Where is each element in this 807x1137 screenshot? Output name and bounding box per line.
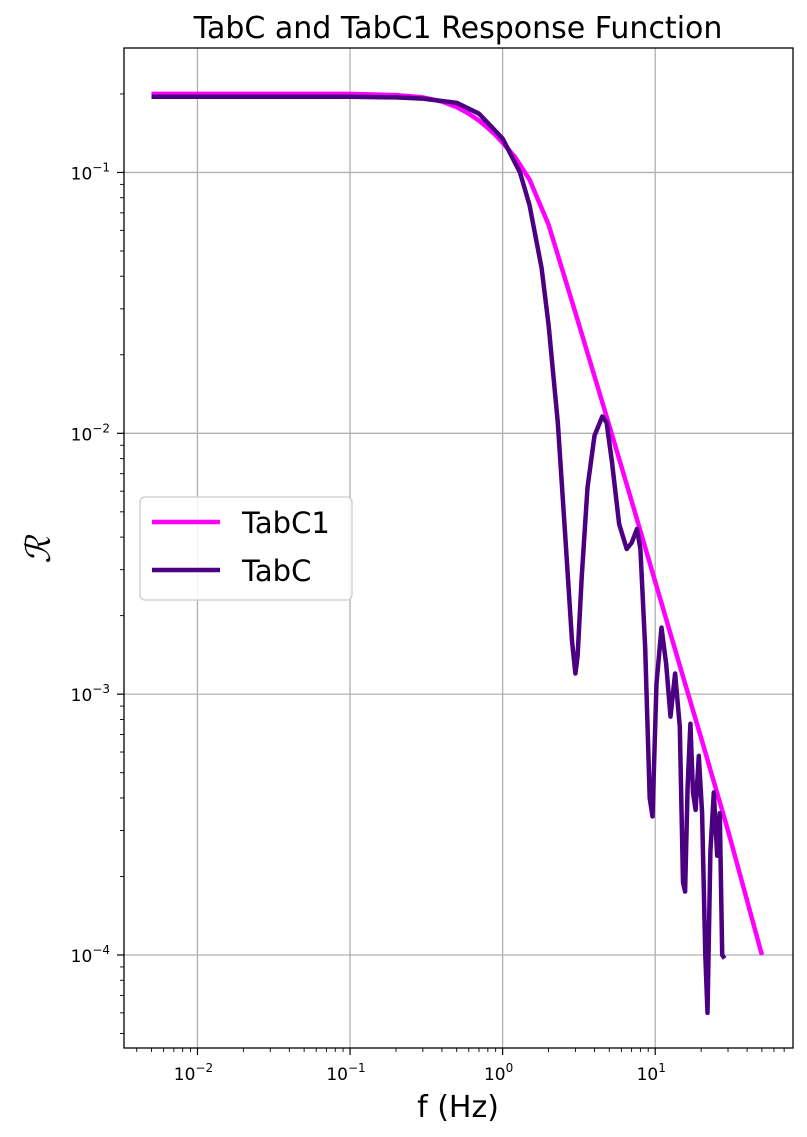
plot-frame [123, 47, 794, 1049]
x-axis-label: f (Hz) [417, 1090, 499, 1125]
legend-label-tabc: TabC [241, 554, 311, 588]
series-lines [151, 91, 765, 1016]
legend-label-tabc1: TabC1 [241, 506, 330, 540]
x-tick-label: 10−1 [326, 1061, 365, 1085]
tick-labels: 10−2 10−1 100 101 10−1 10−2 10−3 10−4 [71, 160, 666, 1085]
y-axis-label: ℛ [19, 534, 59, 564]
y-tick-label: 10−1 [71, 160, 110, 184]
minor-ticks [120, 93, 785, 1052]
series-line-tabc [151, 94, 727, 1016]
grid [124, 48, 793, 1048]
x-tick-label: 100 [484, 1061, 513, 1085]
series-line-tabc1 [151, 91, 765, 956]
x-tick-label: 101 [637, 1061, 666, 1085]
y-tick-label: 10−4 [71, 943, 110, 967]
major-ticks [117, 171, 656, 1055]
y-tick-label: 10−3 [71, 682, 110, 706]
x-tick-label: 10−2 [174, 1061, 213, 1085]
chart-title: TabC and TabC1 Response Function [193, 11, 723, 46]
legend: TabC1 TabC [139, 496, 353, 601]
y-tick-label: 10−2 [71, 421, 110, 445]
